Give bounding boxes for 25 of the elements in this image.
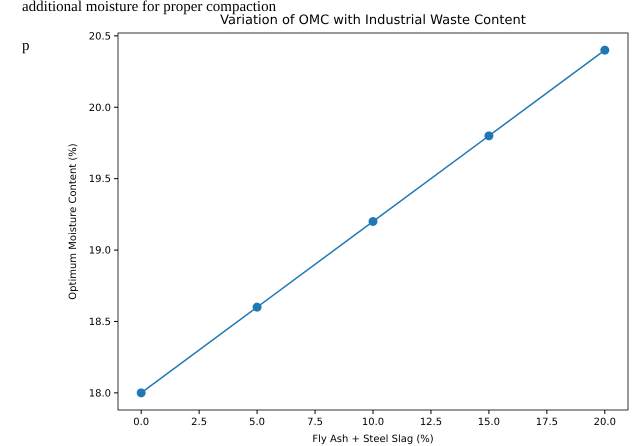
point <box>484 131 494 140</box>
x-tick-label: 2.5 <box>191 417 208 428</box>
point <box>368 217 378 226</box>
x-tick-label: 15.0 <box>478 417 500 428</box>
y-tick-label: 20.5 <box>88 31 111 42</box>
y-tick-label: 19.5 <box>88 174 111 186</box>
point <box>136 388 146 398</box>
x-tick-label: 20.0 <box>594 417 616 428</box>
point <box>600 46 610 55</box>
x-tick-label: 17.5 <box>536 417 558 428</box>
chart-title: Variation of OMC with Industrial Waste Content <box>220 13 526 28</box>
x-axis-title: Fly Ash + Steel Slag (%) <box>312 434 434 445</box>
y-tick-label: 18.0 <box>88 388 111 400</box>
text: p <box>22 38 30 54</box>
text: additional moisture for proper compaction <box>22 0 277 15</box>
x-tick-label: 12.5 <box>420 417 442 428</box>
y-tick-label: 20.0 <box>88 102 111 114</box>
x-tick-label: 5.0 <box>249 417 266 428</box>
point <box>252 302 262 312</box>
x-tick-label: 0.0 <box>133 417 150 428</box>
y-tick-label: 18.5 <box>88 316 111 328</box>
y-tick-label: 19.0 <box>88 246 111 257</box>
y-axis-title: Optimum Moisture Content (%) <box>68 143 79 300</box>
x-tick-label: 7.5 <box>307 417 323 428</box>
x-tick-label: 10.0 <box>362 417 384 428</box>
